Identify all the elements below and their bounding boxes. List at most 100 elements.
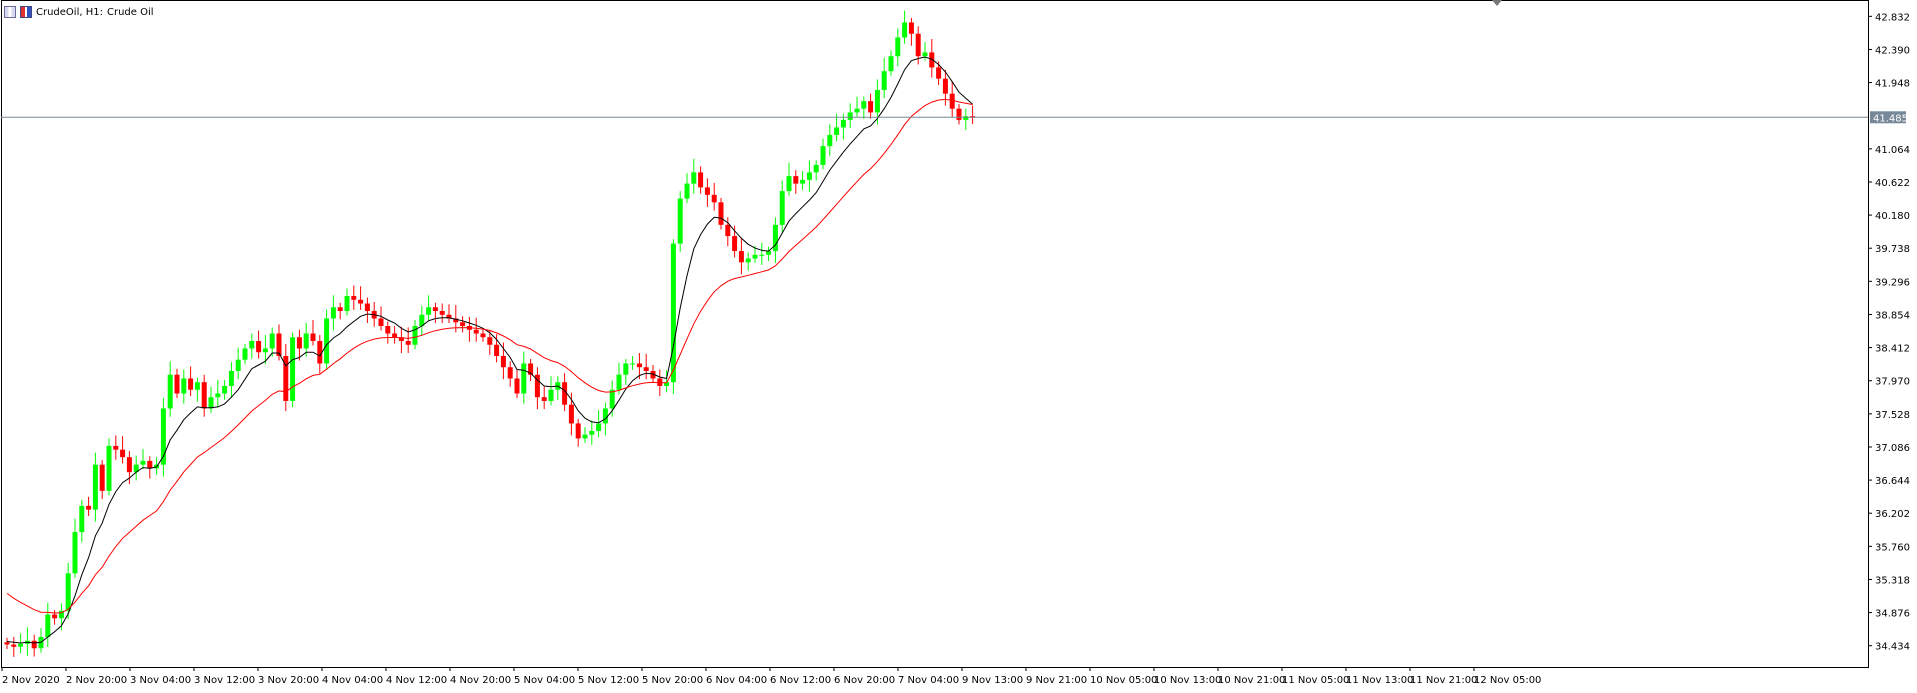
candle-body xyxy=(868,101,874,113)
x-tick-label: 10 Nov 05:00 xyxy=(1090,675,1157,686)
moving-average-slow-line xyxy=(6,98,973,614)
x-tick-label: 2 Nov 2020 xyxy=(2,675,60,686)
candle-body xyxy=(344,296,350,312)
candle-body xyxy=(215,393,221,398)
candle-body xyxy=(806,172,812,180)
candle-body xyxy=(915,33,921,57)
candle-body xyxy=(201,382,207,409)
candle-body xyxy=(385,326,391,334)
shift-marker-icon[interactable] xyxy=(1492,0,1502,6)
candle-body xyxy=(167,374,173,409)
candle-body xyxy=(351,296,357,300)
candle-body xyxy=(439,311,445,315)
candle-body xyxy=(936,67,942,79)
x-tick-label: 5 Nov 20:00 xyxy=(642,675,703,686)
x-tick-label: 4 Nov 20:00 xyxy=(450,675,511,686)
y-tick-label: 35.318 xyxy=(1875,575,1910,586)
candle-body xyxy=(256,340,262,353)
y-tick-label: 39.738 xyxy=(1875,244,1910,255)
moving-averages-layer xyxy=(6,56,973,644)
x-tick-label: 11 Nov 05:00 xyxy=(1282,675,1349,686)
candle-body xyxy=(732,236,738,252)
y-tick-label: 40.622 xyxy=(1875,178,1910,189)
candle-body xyxy=(779,191,785,225)
x-tick-label: 9 Nov 21:00 xyxy=(1026,675,1087,686)
candle-body xyxy=(290,337,296,401)
x-tick-label: 5 Nov 12:00 xyxy=(578,675,639,686)
candle-body xyxy=(670,243,676,383)
candle-body xyxy=(643,367,649,371)
candle-body xyxy=(541,397,547,401)
y-tick-label: 37.970 xyxy=(1875,377,1910,388)
candle-body xyxy=(79,505,85,533)
candle-body xyxy=(582,434,588,439)
y-tick-label: 42.832 xyxy=(1875,12,1910,23)
candle-body xyxy=(602,408,608,424)
y-tick-label: 37.086 xyxy=(1875,443,1910,454)
candle-body xyxy=(942,78,948,94)
candle-body xyxy=(636,363,642,368)
candle-body xyxy=(460,322,466,327)
y-tick-label: 41.948 xyxy=(1875,79,1910,90)
candle-body xyxy=(895,37,901,57)
candle-body xyxy=(188,378,194,390)
candle-body xyxy=(18,643,24,647)
y-tick-label: 34.434 xyxy=(1875,642,1910,653)
candle-body xyxy=(106,445,112,491)
chart-properties-icon[interactable] xyxy=(4,6,16,18)
candle-body xyxy=(330,307,336,319)
candle-body xyxy=(922,52,928,57)
candles-layer xyxy=(4,10,976,657)
chart-type-icon[interactable] xyxy=(20,6,32,18)
x-tick-label: 9 Nov 13:00 xyxy=(962,675,1023,686)
candle-body xyxy=(249,340,255,349)
x-tick-label: 10 Nov 13:00 xyxy=(1154,675,1221,686)
candle-body xyxy=(874,89,880,113)
candle-body xyxy=(766,251,772,255)
x-tick-label: 6 Nov 12:00 xyxy=(770,675,831,686)
candle-body xyxy=(269,333,275,349)
candle-body xyxy=(521,363,527,394)
candle-body xyxy=(65,573,71,611)
y-tick-label: 38.412 xyxy=(1875,344,1910,355)
candle-body xyxy=(181,378,187,394)
y-tick-label: 36.644 xyxy=(1875,476,1910,487)
candle-body xyxy=(725,224,731,237)
candle-body xyxy=(45,614,51,638)
candle-body xyxy=(949,93,955,109)
candle-body xyxy=(534,374,540,398)
candle-body xyxy=(147,460,153,469)
candle-body xyxy=(813,164,819,173)
candle-body xyxy=(568,404,574,424)
candle-body xyxy=(609,389,615,409)
candle-body xyxy=(487,337,493,345)
candle-body xyxy=(317,340,323,364)
candle-body xyxy=(160,408,166,465)
y-tick-label: 39.296 xyxy=(1875,277,1910,288)
candle-body xyxy=(956,108,962,120)
candle-body xyxy=(664,382,670,386)
candle-body xyxy=(623,363,629,375)
candle-body xyxy=(324,318,330,364)
candle-body xyxy=(847,112,853,120)
x-tick-label: 11 Nov 13:00 xyxy=(1346,675,1413,686)
candle-body xyxy=(908,22,914,34)
candle-body xyxy=(528,363,534,375)
candle-body xyxy=(861,101,867,109)
candle-body xyxy=(453,318,459,323)
chart-header: CrudeOil, H1: Crude Oil xyxy=(4,4,154,20)
candle-body xyxy=(303,333,309,349)
x-tick-label: 6 Nov 20:00 xyxy=(834,675,895,686)
x-tick-label: 4 Nov 04:00 xyxy=(322,675,383,686)
moving-average-fast-line xyxy=(6,56,973,644)
candle-body xyxy=(854,108,860,113)
candle-body xyxy=(711,194,717,203)
y-tick-label: 41.064 xyxy=(1875,145,1910,156)
x-tick-label: 3 Nov 12:00 xyxy=(194,675,255,686)
candle-body xyxy=(494,344,500,356)
candle-body xyxy=(738,251,744,263)
candle-body xyxy=(691,172,697,184)
candle-body xyxy=(616,374,622,390)
